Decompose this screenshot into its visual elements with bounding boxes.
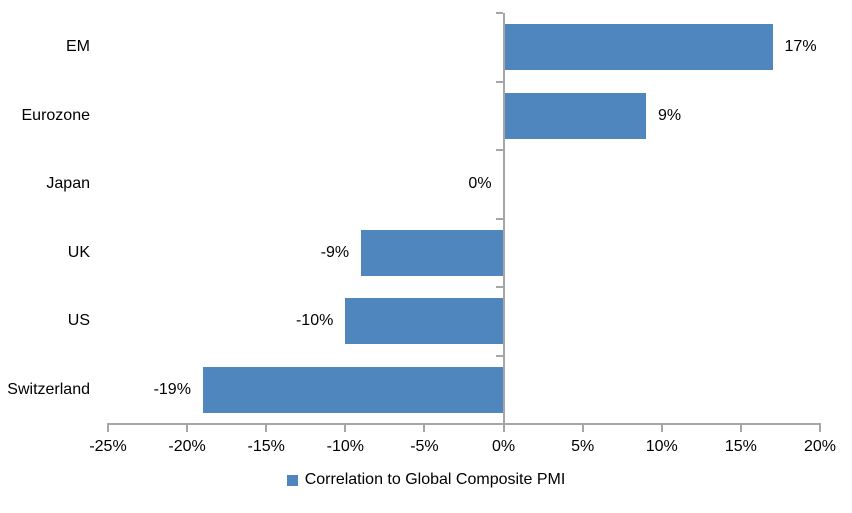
x-axis-tick — [739, 423, 742, 432]
category-label: UK — [67, 243, 90, 261]
legend-swatch-icon — [286, 474, 298, 486]
y-axis-tick — [495, 286, 503, 288]
y-axis-tick — [495, 149, 503, 151]
x-axis-tick — [581, 423, 584, 432]
x-tick-label: -15% — [247, 438, 285, 455]
value-label: -10% — [295, 312, 334, 330]
x-axis-tick — [186, 423, 189, 432]
x-tick-label: 15% — [724, 438, 757, 455]
x-tick-label: -10% — [326, 438, 364, 455]
y-axis-tick — [495, 12, 503, 14]
value-label: -19% — [153, 380, 191, 398]
value-label: 0% — [468, 175, 492, 193]
value-label: 17% — [784, 38, 817, 56]
bar — [202, 366, 504, 413]
x-tick-label: -25% — [89, 438, 127, 455]
x-axis-tick — [423, 423, 426, 432]
legend: Correlation to Global Composite PMI — [0, 469, 852, 491]
category-label: EM — [66, 38, 90, 56]
y-axis-tick — [495, 217, 503, 220]
category-label: US — [67, 312, 90, 330]
x-tick-label: 0% — [491, 438, 516, 455]
x-axis-tick — [107, 423, 109, 432]
x-tick-label: 5% — [571, 438, 595, 455]
bar — [503, 24, 773, 71]
x-tick-label: -20% — [168, 438, 206, 455]
x-tick-label: 20% — [803, 438, 837, 455]
x-axis-tick — [502, 423, 505, 432]
y-axis-line — [502, 13, 505, 426]
category-label: Switzerland — [7, 380, 90, 398]
x-axis-tick — [660, 423, 663, 432]
value-label: 9% — [657, 106, 682, 124]
bar — [503, 92, 646, 139]
y-axis-tick — [495, 80, 503, 83]
category-label: Eurozone — [21, 106, 91, 124]
bar — [345, 298, 504, 345]
legend-label: Correlation to Global Composite PMI — [304, 471, 566, 488]
x-axis-line — [108, 423, 820, 425]
x-tick-label: -5% — [410, 438, 439, 455]
category-label: Japan — [46, 175, 90, 193]
y-axis-tick — [495, 354, 503, 357]
x-axis-tick — [344, 423, 347, 432]
x-axis-tick — [819, 423, 821, 432]
value-label: -9% — [320, 243, 350, 261]
x-tick-label: 10% — [645, 438, 678, 455]
x-axis-tick — [265, 423, 268, 432]
bar — [361, 229, 504, 276]
